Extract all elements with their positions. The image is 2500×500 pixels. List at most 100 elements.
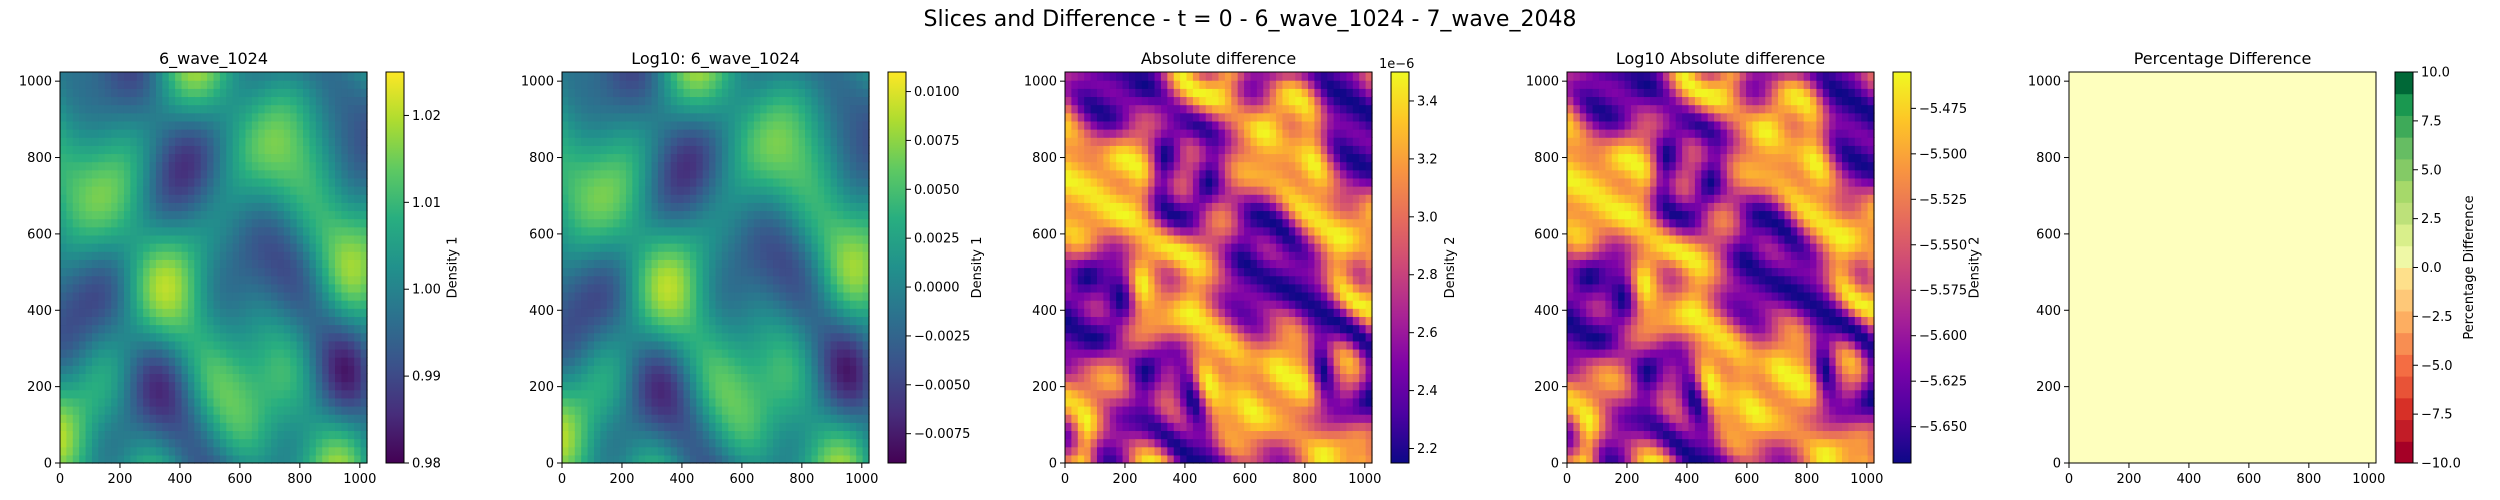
heatmap-cell [862, 275, 870, 285]
heatmap-cell [779, 405, 787, 415]
heatmap-cell [734, 169, 742, 179]
heatmap-cell [104, 72, 112, 81]
heatmap-cell [568, 202, 576, 212]
heatmap-cell [322, 120, 330, 130]
heatmap-cell [785, 300, 793, 309]
heatmap-cell [1065, 194, 1072, 203]
heatmap-cell [689, 316, 697, 326]
heatmap-cell [568, 251, 576, 260]
heatmap-cell [354, 300, 362, 309]
heatmap-cell [862, 120, 870, 130]
heatmap-cell [651, 373, 659, 383]
heatmap-cell [1071, 202, 1079, 212]
heatmap-cell [638, 153, 646, 163]
heatmap-cell [843, 300, 851, 309]
heatmap-cell [562, 308, 569, 317]
heatmap-cell [258, 202, 266, 212]
heatmap-cell [60, 161, 67, 171]
heatmap-cell [753, 186, 761, 195]
heatmap-cell [60, 120, 67, 130]
heatmap-cell [766, 365, 774, 374]
heatmap-cell [354, 112, 362, 122]
heatmap-cell [207, 112, 215, 122]
heatmap-cell [683, 218, 691, 228]
heatmap-cell [734, 324, 742, 334]
heatmap-cell [811, 365, 819, 374]
heatmap-cell [213, 438, 221, 448]
heatmap-cell [175, 389, 183, 399]
heatmap-cell [760, 234, 768, 244]
heatmap-cell [792, 210, 800, 220]
heatmap-cell [625, 381, 633, 391]
heatmap-cell [264, 430, 272, 440]
heatmap-cell [747, 153, 755, 163]
heatmap-cell [117, 169, 125, 179]
heatmap-cell [315, 210, 323, 220]
heatmap-cell [798, 454, 806, 464]
heatmap-cell [1096, 251, 1104, 260]
heatmap-cell [354, 422, 362, 432]
heatmap-cell [117, 145, 125, 155]
heatmap-cell [1077, 210, 1085, 220]
heatmap-cell [670, 259, 678, 269]
heatmap-cell [824, 104, 832, 114]
heatmap-cell [85, 145, 93, 155]
heatmap-cell [587, 88, 595, 98]
heatmap-cell [60, 454, 67, 464]
heatmap-cell [187, 177, 195, 187]
heatmap-cell [347, 381, 355, 391]
heatmap-cell [753, 381, 761, 391]
heatmap-cell [856, 414, 864, 423]
heatmap-cell [303, 348, 311, 358]
heatmap-cell [117, 104, 125, 114]
heatmap-cell [664, 438, 672, 448]
heatmap-cell [98, 96, 106, 106]
heatmap-cell [219, 129, 227, 138]
heatmap-cell [753, 365, 761, 374]
heatmap-cell [303, 357, 311, 366]
heatmap-cell [728, 210, 736, 220]
heatmap-cell [805, 202, 813, 212]
heatmap-cell [753, 88, 761, 98]
heatmap-cell [1077, 120, 1085, 130]
heatmap-cell [593, 210, 601, 220]
heatmap-cell [798, 129, 806, 138]
heatmap-cell [315, 414, 323, 423]
heatmap-cell [715, 210, 723, 220]
heatmap-cell [66, 397, 74, 407]
heatmap-cell [824, 161, 832, 171]
heatmap-cell [335, 389, 343, 399]
heatmap-cell [1103, 438, 1111, 448]
heatmap-cell [657, 422, 665, 432]
heatmap-cell [728, 177, 736, 187]
heatmap-cell [123, 210, 131, 220]
heatmap-cell [613, 283, 621, 293]
heatmap-cell [219, 414, 227, 423]
heatmap-cell [187, 365, 195, 374]
heatmap-cell [1096, 259, 1104, 269]
heatmap-cell [638, 324, 646, 334]
heatmap-cell [760, 186, 768, 195]
heatmap-cell [837, 283, 845, 293]
heatmap-cell [104, 251, 112, 260]
heatmap-cell [568, 365, 576, 374]
heatmap-cell [143, 120, 151, 130]
heatmap-cell [1065, 169, 1072, 179]
heatmap-cell [593, 340, 601, 350]
heatmap-cell [811, 405, 819, 415]
heatmap-cell [677, 291, 685, 301]
heatmap-cell [632, 275, 640, 285]
heatmap-cell [753, 397, 761, 407]
heatmap-cell [670, 177, 678, 187]
heatmap-cell [111, 422, 119, 432]
heatmap-cell [79, 112, 87, 122]
heatmap-cell [232, 80, 240, 89]
heatmap-cell [155, 88, 163, 98]
heatmap-cell [1071, 251, 1079, 260]
heatmap-cell [335, 226, 343, 236]
heatmap-cell [702, 161, 710, 171]
heatmap-cell [309, 243, 317, 252]
heatmap-cell [811, 104, 819, 114]
heatmap-cell [773, 120, 781, 130]
heatmap-cell [638, 80, 646, 89]
